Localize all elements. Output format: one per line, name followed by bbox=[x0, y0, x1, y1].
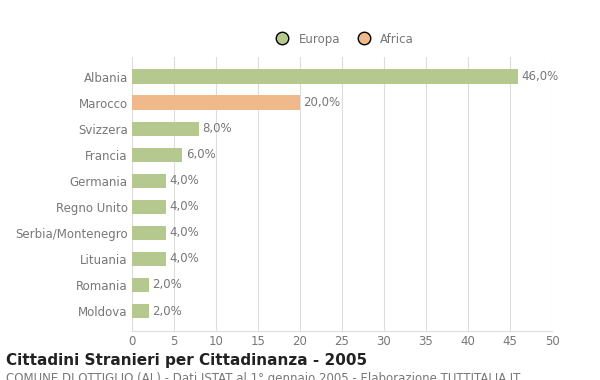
Bar bbox=[132, 226, 166, 240]
Text: 4,0%: 4,0% bbox=[169, 252, 199, 265]
Text: 8,0%: 8,0% bbox=[203, 122, 232, 135]
Bar bbox=[132, 122, 199, 136]
Text: 4,0%: 4,0% bbox=[169, 200, 199, 213]
Bar bbox=[132, 200, 166, 214]
Text: 2,0%: 2,0% bbox=[152, 279, 182, 291]
Text: 6,0%: 6,0% bbox=[186, 148, 215, 161]
Text: 2,0%: 2,0% bbox=[152, 304, 182, 318]
Text: 4,0%: 4,0% bbox=[169, 174, 199, 187]
Text: 46,0%: 46,0% bbox=[522, 70, 559, 83]
Bar bbox=[132, 95, 300, 110]
Bar bbox=[132, 252, 166, 266]
Bar bbox=[132, 174, 166, 188]
Bar bbox=[132, 147, 182, 162]
Bar bbox=[132, 70, 518, 84]
Text: COMUNE DI OTTIGLIO (AL) - Dati ISTAT al 1° gennaio 2005 - Elaborazione TUTTITALI: COMUNE DI OTTIGLIO (AL) - Dati ISTAT al … bbox=[6, 372, 520, 380]
Bar bbox=[132, 278, 149, 292]
Text: Cittadini Stranieri per Cittadinanza - 2005: Cittadini Stranieri per Cittadinanza - 2… bbox=[6, 353, 367, 368]
Text: 4,0%: 4,0% bbox=[169, 226, 199, 239]
Bar bbox=[132, 304, 149, 318]
Legend: Europa, Africa: Europa, Africa bbox=[270, 33, 414, 46]
Text: 20,0%: 20,0% bbox=[304, 96, 340, 109]
